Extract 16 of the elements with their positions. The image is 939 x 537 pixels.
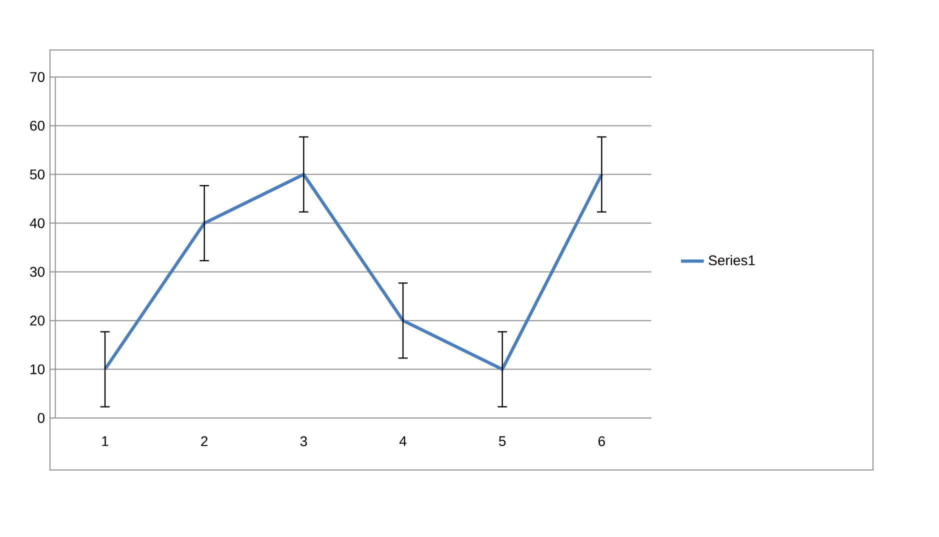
y-tick-label: 10 bbox=[30, 364, 45, 374]
legend-label: Series1 bbox=[708, 255, 755, 266]
x-tick-label: 3 bbox=[300, 436, 307, 446]
line-series bbox=[103, 172, 604, 371]
y-tick-label: 50 bbox=[30, 169, 45, 180]
y-tick-label: 20 bbox=[30, 316, 45, 326]
y-tick-label: 0 bbox=[38, 413, 45, 423]
x-tick-label: 4 bbox=[399, 436, 406, 446]
y-tick-label: 30 bbox=[30, 266, 45, 277]
x-tick-label: 1 bbox=[102, 436, 108, 446]
y-tick-label: 70 bbox=[30, 72, 45, 82]
x-tick-label: 6 bbox=[598, 436, 605, 446]
y-tick-label: 60 bbox=[30, 120, 45, 131]
y-tick-label: 40 bbox=[30, 218, 45, 228]
x-tick-label: 5 bbox=[499, 436, 506, 446]
x-tick-label: 2 bbox=[201, 436, 208, 446]
